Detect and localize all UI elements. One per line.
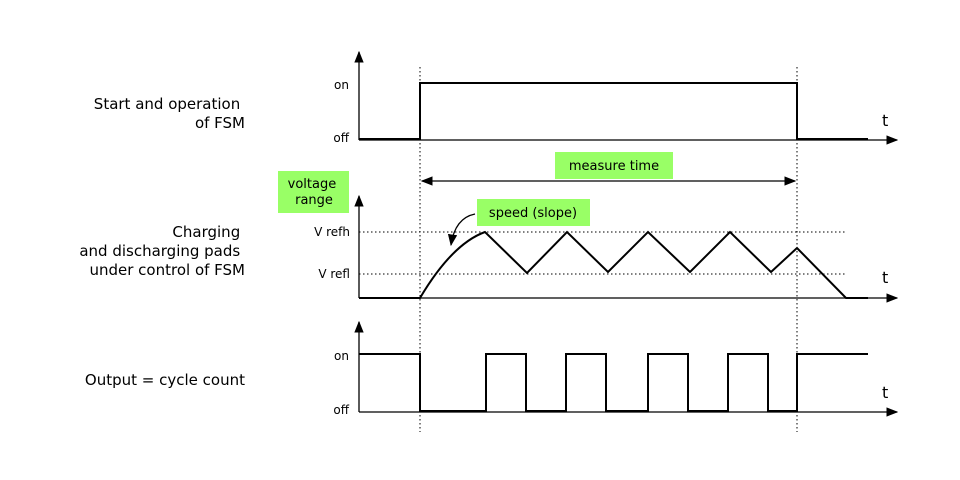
- output-row-label: Output = cycle count: [85, 371, 245, 389]
- fsm-signal: [359, 82, 868, 140]
- ref-low-label: V refl: [318, 267, 350, 281]
- measure-time-annotation: measure time: [420, 152, 797, 186]
- measure-time-label: measure time: [569, 159, 659, 174]
- fsm-off-label: off: [333, 131, 349, 145]
- pads-row: Charging and discharging pads under cont…: [79, 171, 899, 303]
- pad-voltage-waveform: [359, 230, 868, 299]
- output-t-label: t: [882, 383, 888, 402]
- slope-box: [477, 199, 590, 226]
- fsm-row-label: Start and operation of FSM: [94, 95, 245, 132]
- voltage-range-label: voltage range: [288, 177, 341, 208]
- fsm-row: Start and operation of FSM on off t: [94, 50, 899, 145]
- pads-t-label: t: [882, 268, 888, 287]
- output-on-label: on: [334, 349, 349, 363]
- output-row: Output = cycle count on off t: [85, 320, 899, 417]
- output-off-label: off: [333, 403, 349, 417]
- ref-high-label: V refh: [314, 225, 350, 239]
- voltage-range-box: [278, 171, 349, 213]
- fsm-t-label: t: [882, 111, 888, 130]
- measure-time-box: [555, 152, 673, 179]
- pads-row-label: Charging and discharging pads under cont…: [79, 223, 245, 279]
- slope-pointer-arrow: [447, 213, 476, 247]
- slope-label: speed (slope): [489, 206, 577, 221]
- fsm-on-label: on: [334, 78, 349, 92]
- output-pulse-signal: [359, 353, 868, 412]
